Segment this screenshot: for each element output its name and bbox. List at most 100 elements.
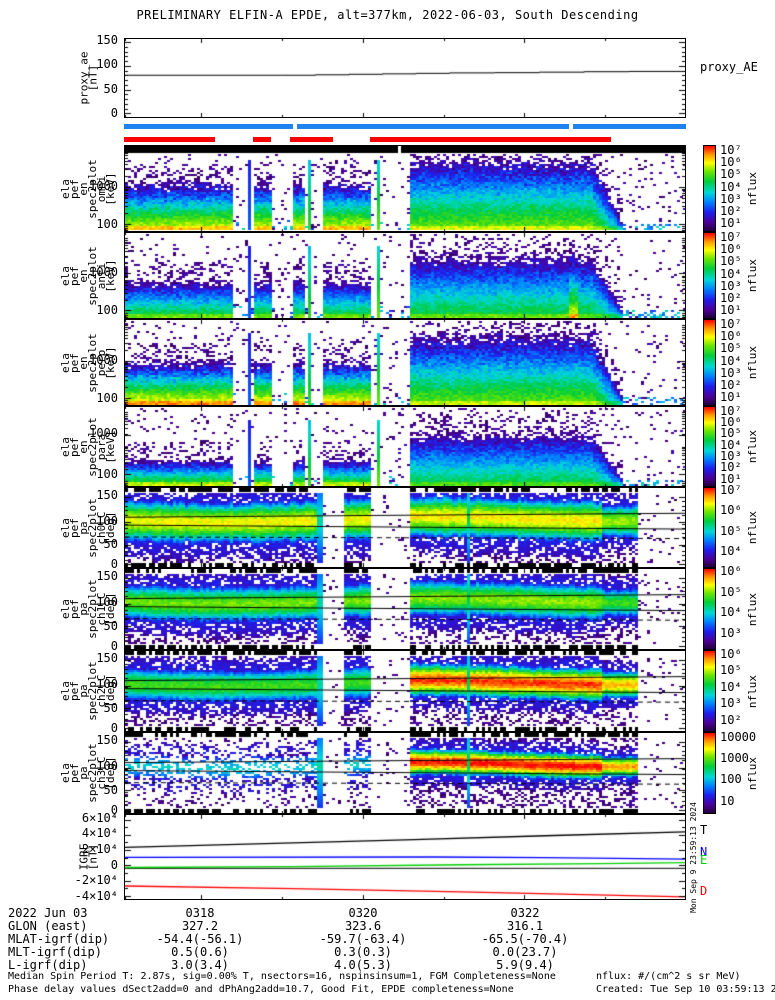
y-tick-label: 100 [96, 759, 118, 774]
colorbar-tick-label: 10² [720, 460, 742, 475]
y-tick-label: 150 [96, 651, 118, 666]
mlt-3: 0.0(23.7) [492, 945, 558, 959]
y-tick-label: 0 [110, 557, 118, 571]
y-tick-label: -4×10⁴ [74, 888, 118, 903]
footer-created: Created: Tue Sep 10 03:59:13 2024 [596, 984, 775, 995]
panel-pa_ch2LC [124, 650, 686, 732]
lshell-2: 4.0(5.3) [334, 958, 392, 972]
colorbar-tick-label: 10⁴ [720, 179, 742, 194]
colorbar-tick-label: 10⁴ [720, 605, 742, 620]
en_perp-canvas [125, 320, 685, 405]
y-tick-label: 100 [96, 57, 118, 72]
proxy-ae-series-label: proxy_AE [700, 60, 758, 74]
colorbar-pa_ch1LC [703, 568, 716, 650]
colorbar-tick-label: 10⁵ [720, 584, 742, 599]
colorbar-en_anti [703, 232, 716, 319]
proxy_ae-canvas [125, 39, 685, 117]
colorbar-tick-label: 10³ [720, 365, 742, 380]
y-tick-label: 50 [103, 618, 118, 633]
y-tick-label: 50 [103, 700, 118, 715]
colorbar-tick-label: 10000 [720, 729, 757, 744]
colorbar-tick-label: 10¹ [720, 471, 742, 486]
y-tick-label: 100 [96, 303, 118, 318]
colorbar-tick-label: 10⁴ [720, 679, 742, 694]
y-tick-label: 0 [110, 720, 118, 735]
colorbar-tick-label: 10² [720, 203, 742, 218]
colorbar-pa_ch3LC [703, 732, 716, 814]
colorbar-tick-label: 10³ [720, 191, 742, 206]
y-tick-label: 150 [96, 487, 118, 502]
y-tick-label: 150 [96, 733, 118, 748]
flag-bar-blue-segment [124, 124, 294, 129]
colorbar-tick-label: 100 [720, 772, 742, 787]
y-tick-label: 100 [96, 513, 118, 528]
flag-bar-blue-segment [573, 124, 686, 129]
mlat-2: -59.7(-63.4) [319, 932, 407, 946]
colorbar-tick-label: 10² [720, 290, 742, 305]
glon-3: 316.1 [506, 919, 544, 933]
colorbar-tick-label: 10⁶ [720, 242, 742, 257]
igrf-canvas [125, 815, 685, 899]
panel-en_para [124, 406, 686, 487]
time-tick-1: 0318 [185, 906, 215, 920]
flag-bar-red-segment [289, 137, 334, 142]
row-label-lshell: L-igrf(dip) [8, 958, 88, 972]
panel-en_perp [124, 319, 686, 406]
colorbar-tick-label: 10⁶ [720, 415, 742, 429]
colorbar-tick-label: 10⁴ [720, 266, 742, 281]
igrf-line-label-D: D [700, 884, 708, 899]
igrf-line-label-N: N [700, 844, 708, 859]
y-tick-label: 50 [103, 81, 118, 96]
colorbar-tick-label: 10⁷ [720, 317, 742, 332]
panel-en_anti [124, 232, 686, 319]
glon-1: 327.2 [181, 919, 219, 933]
colorbar-tick-label: 10⁵ [720, 341, 742, 356]
y-tick-label: 1000 [89, 352, 118, 367]
colorbar-tick-label: 10³ [720, 449, 742, 464]
y-tick-label: 100 [96, 217, 118, 232]
colorbar-tick-label: 10⁶ [720, 329, 742, 344]
pa_ch2LC-canvas [125, 651, 685, 731]
igrf-line-label-E: E [700, 852, 708, 867]
panel-proxy_ae [124, 38, 686, 118]
colorbar-tick-label: 10⁷ [720, 483, 742, 498]
y-tick-label: 50 [103, 782, 118, 797]
colorbar-tick-label: 10⁶ [720, 155, 742, 170]
flag-bar-red-segment [252, 137, 272, 142]
y-tick-label: 4×10⁴ [81, 826, 118, 841]
mlat-3: -65.5(-70.4) [481, 932, 569, 946]
colorbar-pa_ch2LC [703, 650, 716, 732]
panel-igrf [124, 814, 686, 900]
y-tick-label: 0 [110, 106, 118, 121]
y-tick-label: 1000 [89, 426, 118, 441]
y-tick-label: 100 [96, 466, 118, 481]
y-tick-label: 100 [96, 391, 118, 406]
en_anti-canvas [125, 233, 685, 318]
colorbar-tick-label: 10³ [720, 625, 742, 640]
y-tick-label: 1000 [89, 178, 118, 193]
y-tick-label: 50 [103, 536, 118, 551]
y-tick-label: 0 [110, 802, 118, 817]
row-label-date: 2022 Jun 03 [8, 906, 88, 920]
mlat-1: -54.4(-56.1) [156, 932, 244, 946]
colorbar-tick-label: 10⁵ [720, 426, 742, 441]
colorbar-en_para [703, 406, 716, 487]
colorbar-tick-label: 10 [720, 793, 735, 808]
row-label-glon: GLON (east) [8, 919, 88, 933]
footer-phase-delay: Phase delay values dSect2add=0 and dPhAn… [8, 984, 514, 995]
colorbar-tick-label: 10⁷ [720, 403, 742, 418]
plot-title: PRELIMINARY ELFIN-A EPDE, alt=377km, 202… [136, 8, 639, 22]
colorbar-tick-label: 10⁴ [720, 353, 742, 368]
colorbar-tick-label: 10⁶ [720, 503, 742, 518]
flag-bar-red-segment [124, 137, 216, 142]
footer-spin-period: Median Spin Period T: 2.87s, sig=0.00% T… [8, 971, 556, 982]
y-tick-label: 6×10⁴ [81, 810, 118, 825]
y-tick-label: 150 [96, 569, 118, 584]
en_omni-canvas [125, 146, 685, 231]
colorbar-tick-label: 10³ [720, 696, 742, 711]
colorbar-tick-label: 10⁴ [720, 543, 742, 558]
colorbar-tick-label: 10¹ [720, 390, 742, 405]
colorbar-tick-label: 10⁵ [720, 167, 742, 182]
colorbar-pa_ch0LC [703, 487, 716, 568]
colorbar-tick-label: 10³ [720, 278, 742, 293]
